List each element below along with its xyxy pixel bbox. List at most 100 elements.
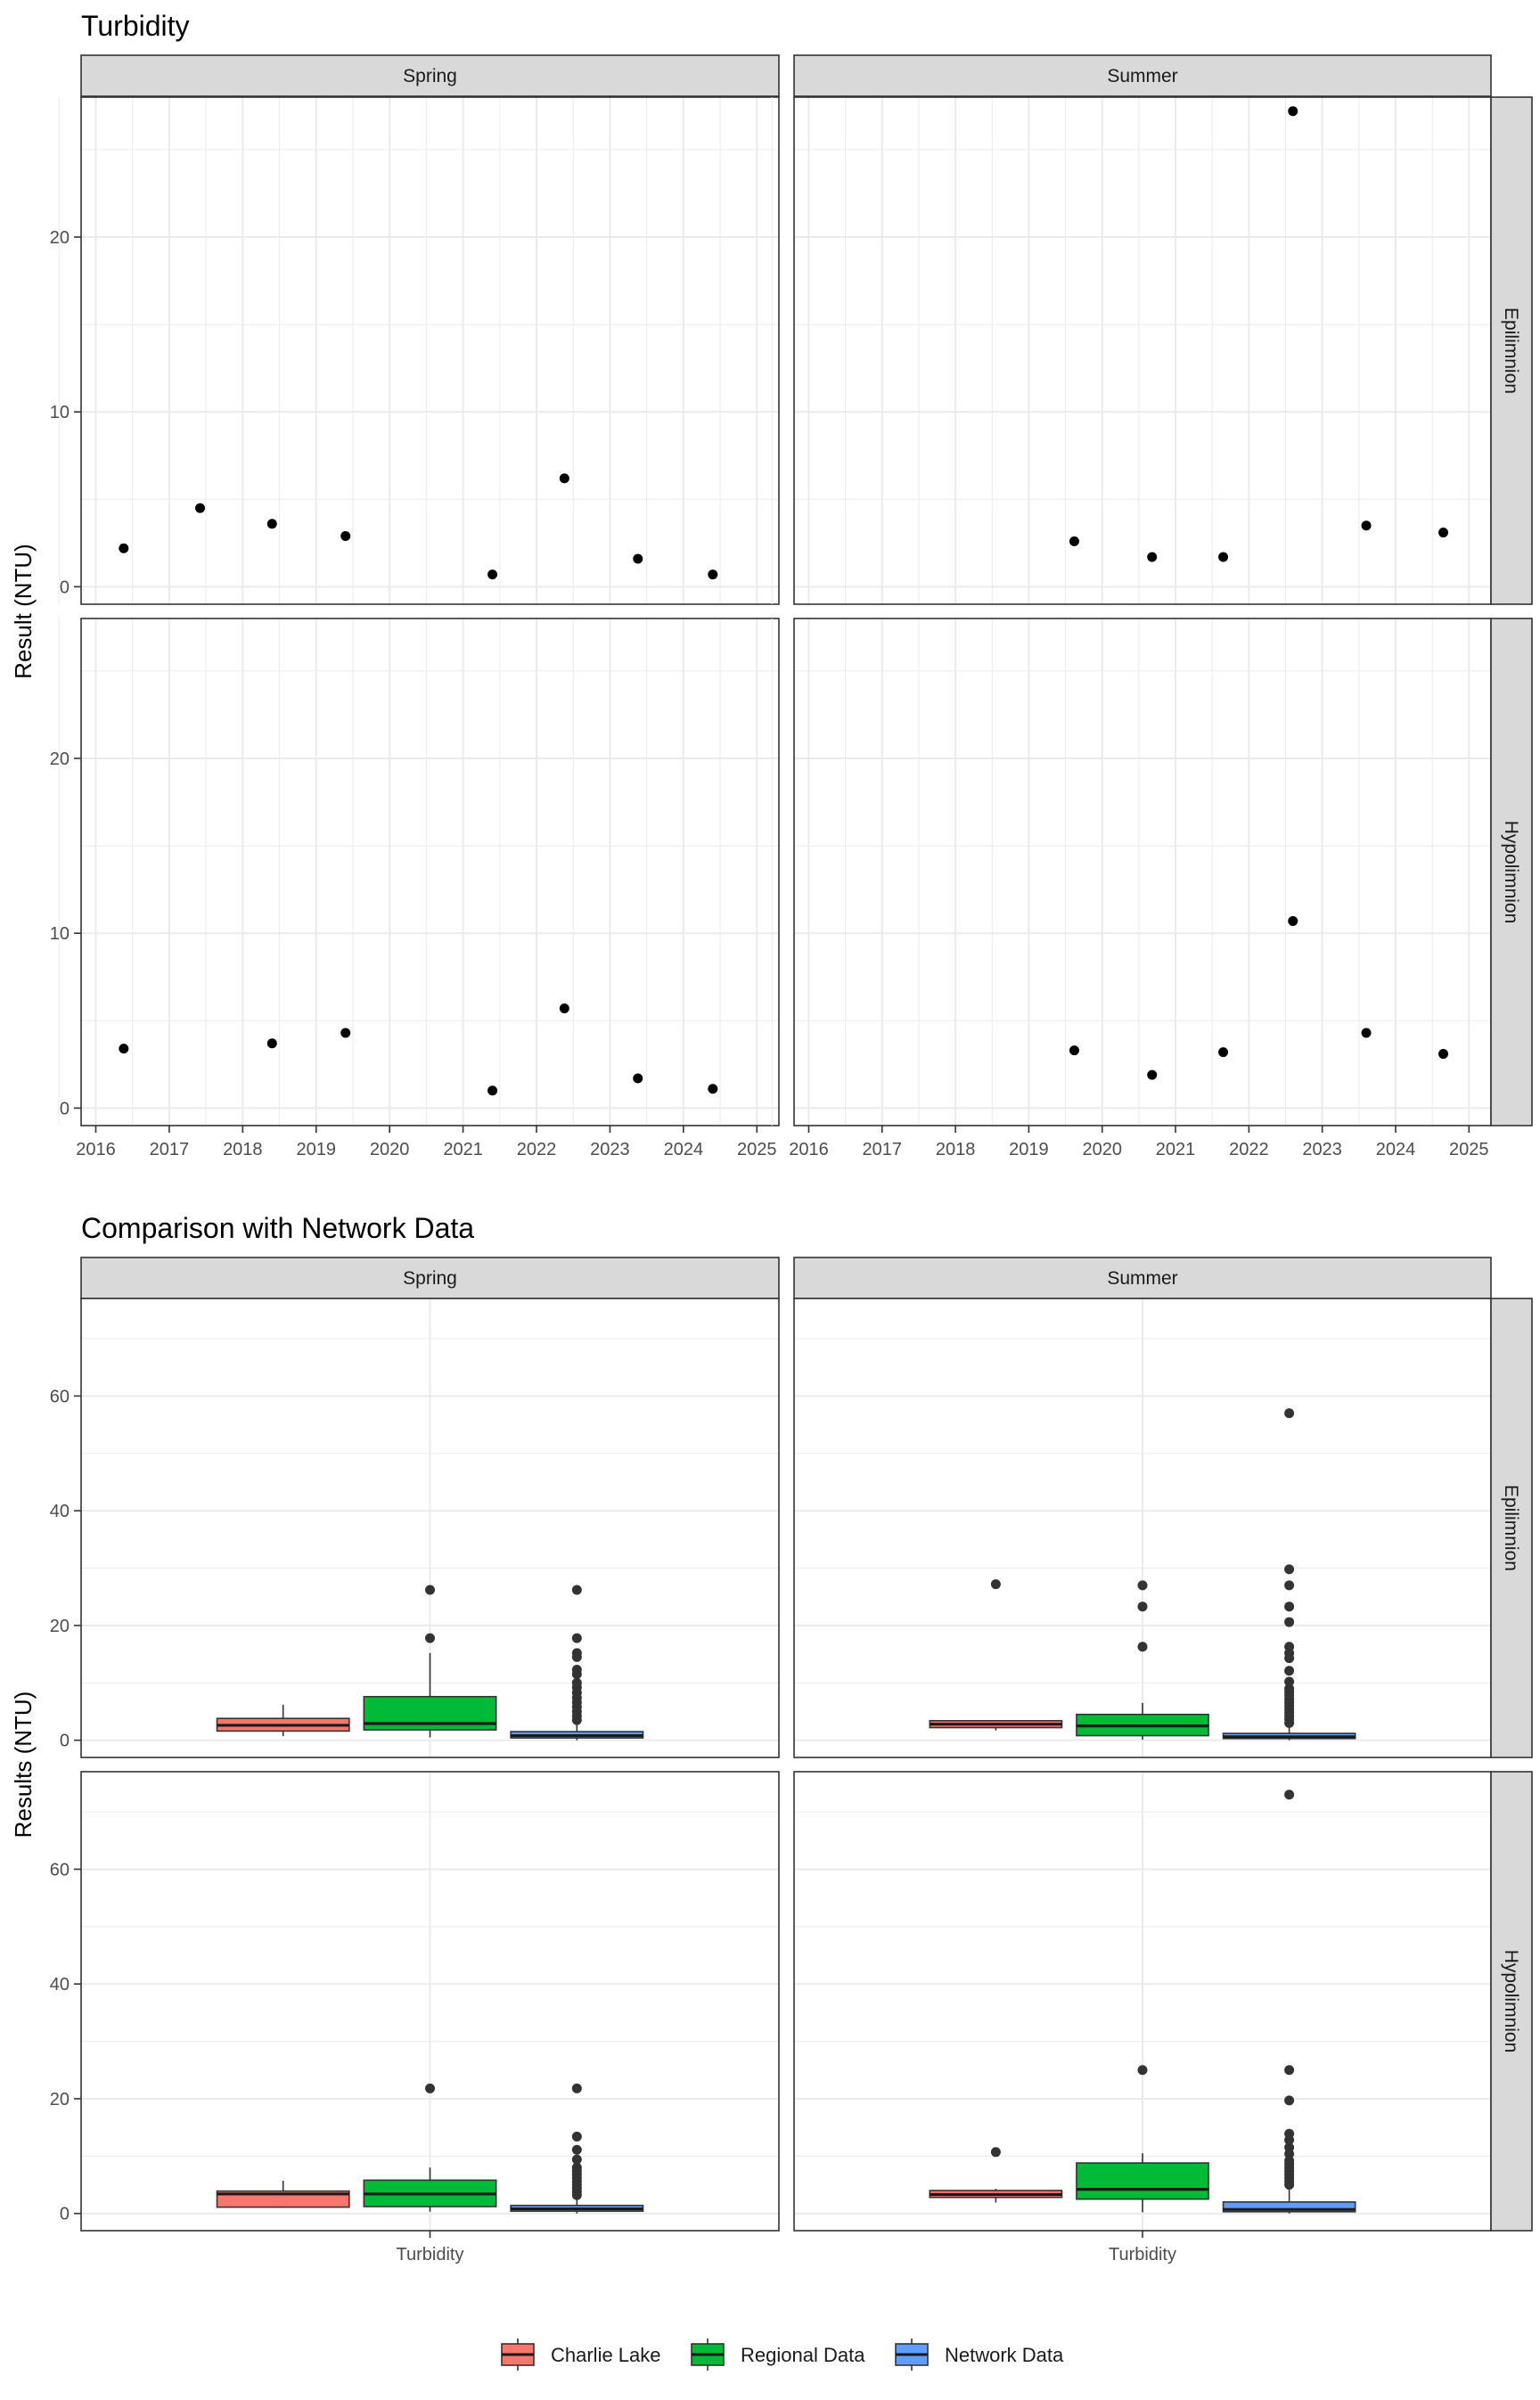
- outlier-point: [1284, 2142, 1295, 2153]
- facet-row-strip-label: Hypolimnion: [1501, 1950, 1521, 2053]
- data-point: [1218, 1047, 1229, 1058]
- data-point: [119, 543, 129, 553]
- outlier-point: [1284, 1617, 1295, 1627]
- facet-strip-1: [793, 1257, 1492, 1299]
- outlier-point: [1284, 1601, 1295, 1612]
- y-tick-label: 10: [50, 924, 70, 944]
- outlier-point: [571, 1648, 582, 1659]
- data-point: [559, 473, 569, 484]
- legend-label: Regional Data: [741, 2344, 865, 2366]
- y-tick-label: 20: [50, 228, 70, 248]
- data-point: [487, 1085, 498, 1096]
- x-tick-label: 2021: [1156, 1140, 1196, 1159]
- outlier-point: [1137, 1580, 1148, 1591]
- outlier-point: [571, 2162, 582, 2173]
- outlier-point: [990, 2147, 1001, 2158]
- box-regional-data: [1076, 1580, 1209, 1741]
- panel-background: [81, 618, 779, 1126]
- facet-row-strip-1: [1490, 618, 1533, 1126]
- box-network-data: [1222, 1408, 1356, 1741]
- data-point: [1218, 552, 1229, 562]
- box-regional-data: [363, 1585, 497, 1738]
- facet-row-strip-label: Epilimnion: [1501, 1485, 1521, 1571]
- outlier-point: [1137, 2065, 1148, 2076]
- panel-0-0: [58, 96, 780, 605]
- facet-row-strip-0: [1490, 96, 1533, 605]
- y-tick-label: 60: [50, 1387, 70, 1406]
- outlier-point: [1284, 2155, 1295, 2166]
- data-point: [1147, 552, 1158, 562]
- data-point: [487, 569, 498, 580]
- facet-strip-label: Spring: [403, 66, 457, 86]
- data-point: [340, 530, 351, 541]
- panel-background: [794, 97, 1491, 604]
- facet-row-strip-1: [1490, 1771, 1533, 2232]
- data-point: [266, 1038, 277, 1049]
- outlier-point: [1137, 1642, 1148, 1652]
- data-point: [1288, 915, 1298, 926]
- y-tick-label: 0: [60, 577, 70, 597]
- x-tick-label: 2019: [1009, 1140, 1049, 1159]
- x-tick-label: 2018: [223, 1140, 263, 1159]
- box-charlie-lake: [929, 2147, 1063, 2203]
- facet-strip-1: [793, 54, 1492, 97]
- data-point: [1288, 106, 1298, 117]
- y-tick-label: 20: [50, 749, 70, 769]
- x-tick-label: 2017: [150, 1140, 190, 1159]
- x-tick-label: 2019: [296, 1140, 336, 1159]
- chart-turbidity: Turbidity Spring Summer 0 10 20 Epilimnion 0 10 2…: [10, 10, 1533, 1159]
- outlier-point: [1284, 1683, 1295, 1694]
- outlier-point: [571, 2083, 582, 2093]
- y-tick-label: 0: [60, 2205, 70, 2224]
- data-point: [1438, 1049, 1448, 1060]
- data-point: [1438, 528, 1448, 538]
- outlier-point: [425, 1585, 435, 1595]
- panel-background: [794, 618, 1491, 1126]
- outlier-point: [1284, 2128, 1295, 2139]
- y-axis-title: Results (NTU): [10, 1691, 37, 1839]
- panel-border: [80, 1298, 780, 1758]
- x-tick-label: Turbidity: [1109, 2245, 1176, 2265]
- outlier-point: [1284, 2065, 1295, 2076]
- y-tick-label: 40: [50, 1975, 70, 1995]
- panel-1-1: [771, 618, 1492, 1126]
- data-point: [1147, 1069, 1158, 1080]
- x-tick-label: 2016: [789, 1140, 829, 1159]
- outlier-point: [1284, 1676, 1295, 1687]
- y-tick-label: 10: [50, 403, 70, 422]
- data-point: [119, 1044, 129, 1054]
- x-tick-label: 2023: [1302, 1140, 1342, 1159]
- x-tick-label: 2018: [936, 1140, 976, 1159]
- x-tick-label: 2017: [863, 1140, 903, 1159]
- outlier-point: [1284, 1408, 1295, 1419]
- outlier-point: [571, 2131, 582, 2142]
- facet-strip-label: Summer: [1107, 1268, 1177, 1289]
- x-tick-label: 2024: [664, 1140, 704, 1159]
- outlier-point: [571, 1677, 582, 1688]
- data-point: [340, 1028, 351, 1038]
- outlier-point: [571, 2154, 582, 2165]
- x-tick-label: 2022: [517, 1140, 557, 1159]
- panel-1-0: [793, 1298, 1492, 1758]
- y-tick-label: 60: [50, 1860, 70, 1880]
- outlier-point: [571, 1585, 582, 1595]
- outlier-point: [1284, 1790, 1295, 1800]
- outlier-point: [1284, 2095, 1295, 2106]
- legend: Charlie Lake Regional Data Network Data: [501, 2339, 1064, 2371]
- x-tick-label: 2022: [1229, 1140, 1269, 1159]
- x-tick-label: 2023: [590, 1140, 630, 1159]
- x-tick-label: 2016: [76, 1140, 116, 1159]
- data-point: [266, 519, 277, 529]
- outlier-point: [1284, 1564, 1295, 1575]
- y-tick-label: 20: [50, 1617, 70, 1636]
- data-point: [1069, 536, 1079, 546]
- y-tick-label: 20: [50, 2090, 70, 2109]
- x-tick-label: 2025: [1449, 1140, 1489, 1159]
- chart-title: Turbidity: [81, 10, 190, 42]
- outlier-point: [425, 2083, 435, 2093]
- facet-strip-label: Summer: [1107, 66, 1177, 86]
- outlier-point: [1137, 1601, 1148, 1612]
- panel-0-1: [58, 618, 780, 1126]
- outlier-point: [571, 1633, 582, 1643]
